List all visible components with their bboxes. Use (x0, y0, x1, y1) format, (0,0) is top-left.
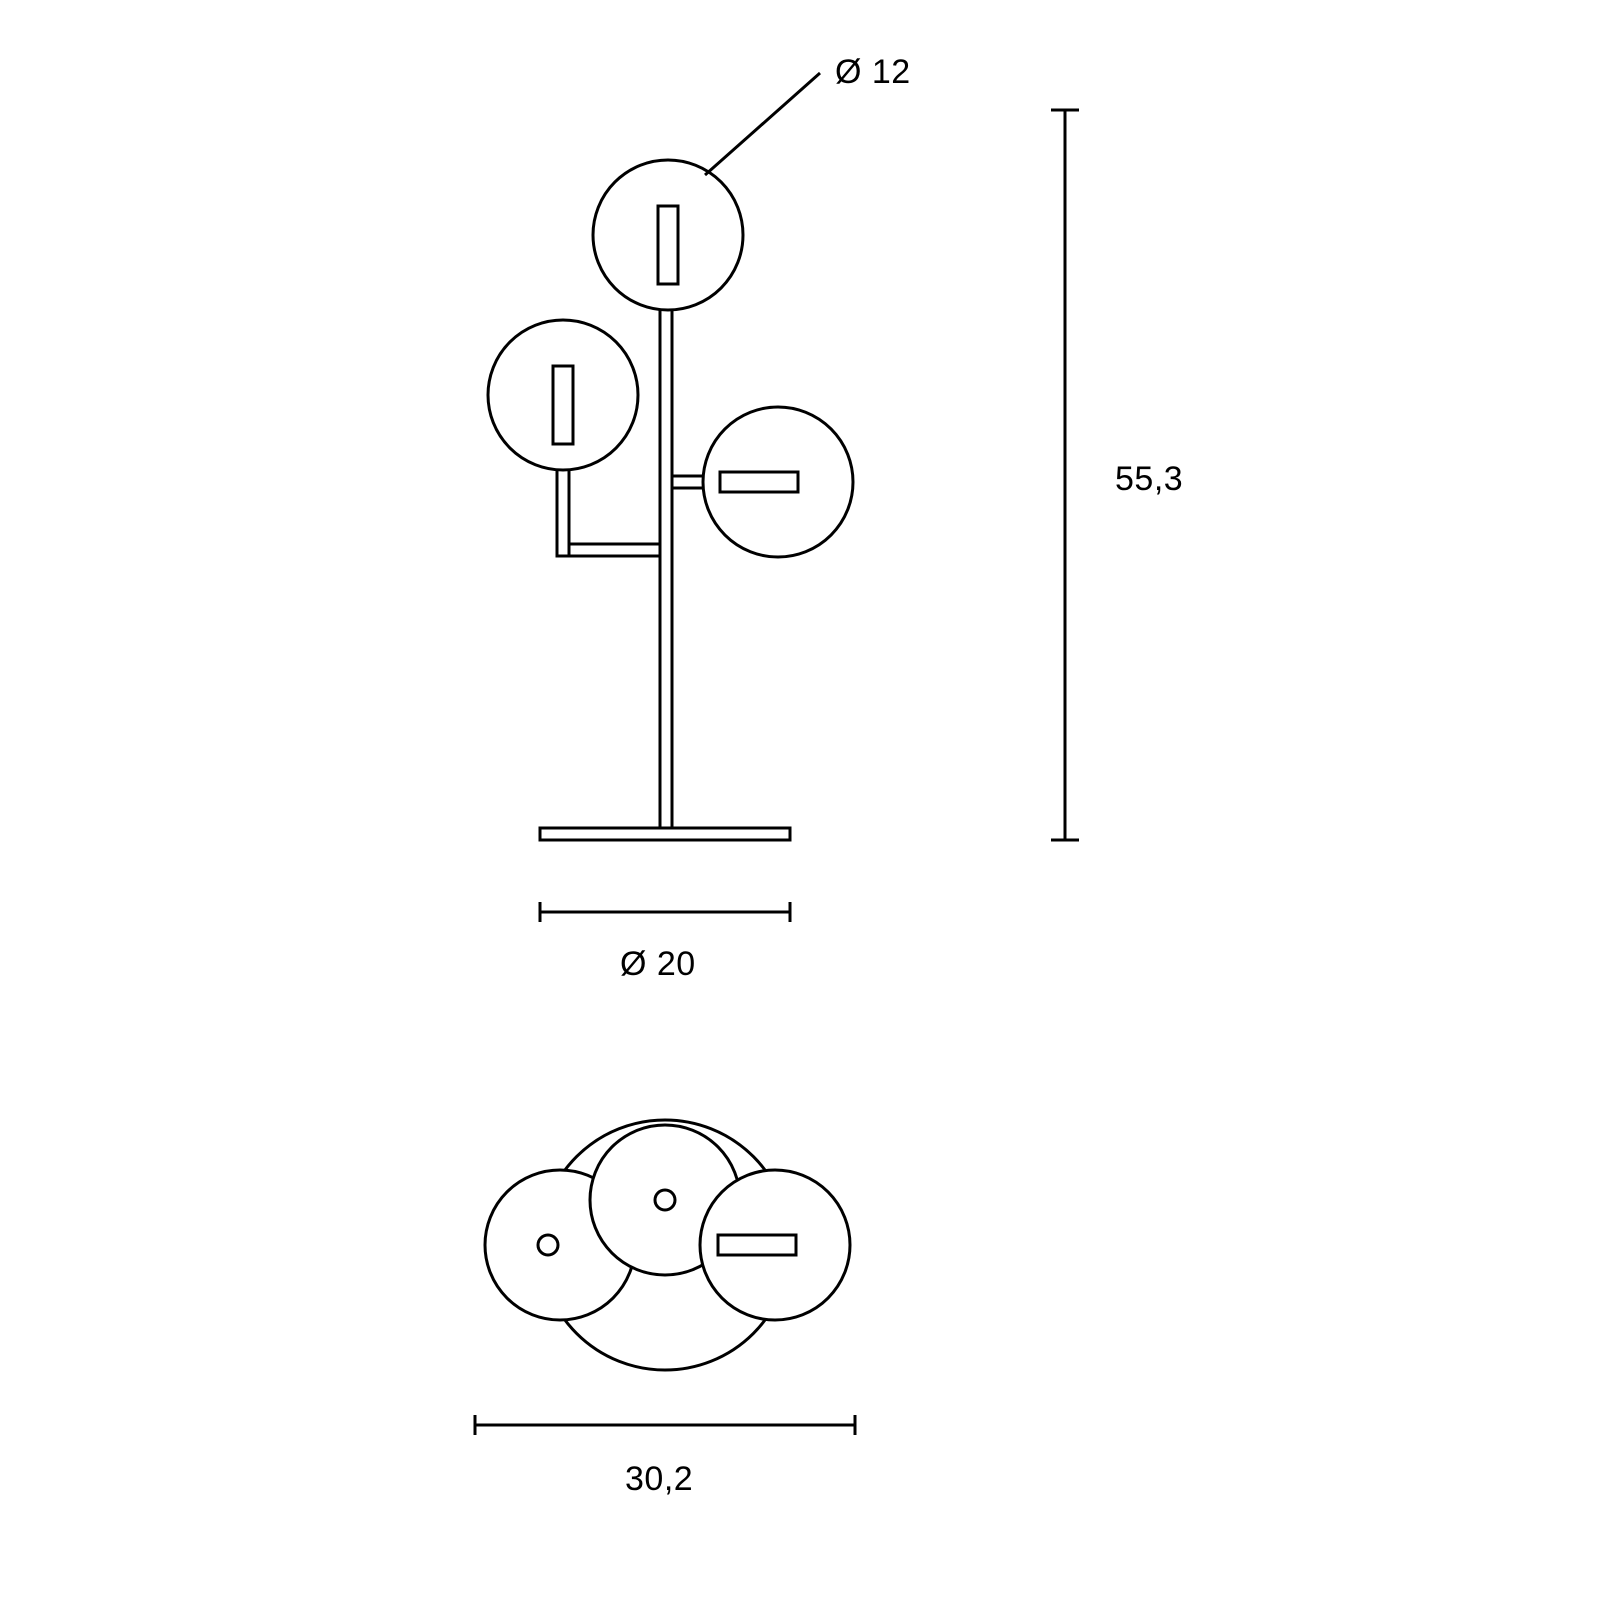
lamp-socket (720, 472, 798, 492)
lamp-socket (553, 366, 573, 444)
lamp-arm-vertical (557, 468, 569, 556)
label-base-diameter: Ø 20 (620, 945, 696, 983)
top-view-socket (538, 1235, 558, 1255)
top-view-socket (718, 1235, 796, 1255)
label-height: 55,3 (1115, 460, 1183, 498)
top-view-socket (655, 1190, 675, 1210)
lamp-arm (563, 544, 660, 556)
label-footprint-width: 30,2 (625, 1460, 693, 1498)
technical-drawing: Ø 12 55,3 Ø 20 30,2 (0, 0, 1600, 1600)
lamp-stem (660, 290, 672, 828)
lamp-base (540, 828, 790, 840)
lamp-socket (658, 206, 678, 284)
label-globe-diameter: Ø 12 (835, 53, 911, 91)
leader-line (705, 73, 820, 175)
